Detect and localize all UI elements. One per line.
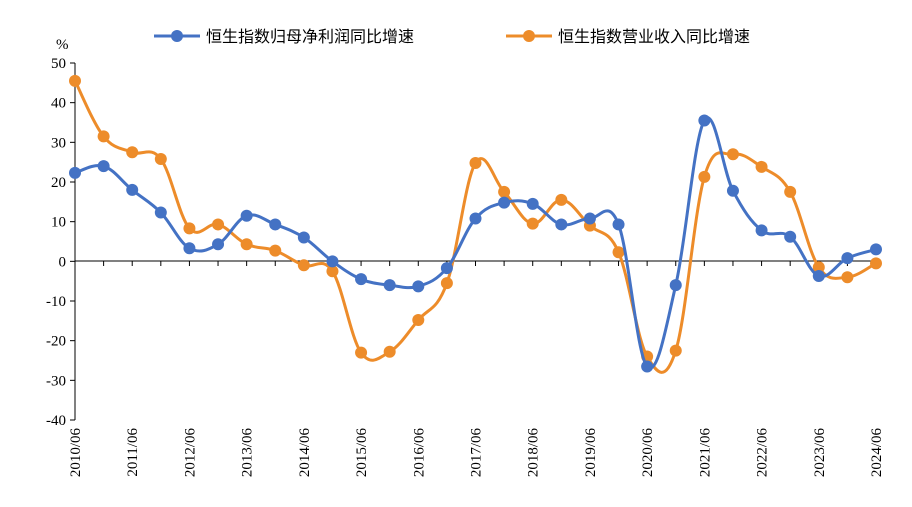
data-point: [526, 197, 539, 210]
y-axis-unit-label: %: [56, 37, 69, 53]
axes: -40 -30 -20 -10 0 10 20 30 40 50 2010/06 2011/06 201…: [46, 56, 885, 477]
data-point: [154, 152, 167, 165]
data-point: [841, 271, 854, 284]
data-point: [726, 184, 739, 197]
series-layer: [69, 74, 882, 374]
x-tick-label: 2022/06: [755, 428, 771, 478]
data-point: [297, 259, 310, 272]
x-tick-label: 2011/06: [125, 428, 141, 477]
data-point: [212, 218, 225, 231]
data-point: [641, 360, 654, 373]
data-point: [469, 212, 482, 225]
data-point: [755, 224, 768, 237]
x-tick-label: 2012/06: [182, 428, 198, 478]
y-tick-label: -10: [46, 294, 66, 310]
data-point: [212, 238, 225, 251]
data-point: [755, 160, 768, 173]
data-point: [383, 345, 396, 358]
data-point: [126, 183, 139, 196]
data-point: [498, 196, 511, 209]
series-net-profit: [69, 114, 882, 373]
data-point: [326, 255, 339, 268]
series-line: [74, 116, 877, 370]
legend-marker-revenue: [523, 30, 535, 42]
x-tick-label: 2016/06: [411, 428, 427, 478]
legend-entry-net-profit: 恒生指数归母净利润同比增速: [154, 27, 414, 46]
x-tick-label: 2019/06: [583, 428, 599, 478]
legend-label-revenue: 恒生指数营业收入同比增速: [558, 27, 750, 46]
legend-entry-revenue: 恒生指数营业收入同比增速: [506, 27, 750, 46]
data-point: [297, 231, 310, 244]
x-tick-label: 2017/06: [469, 428, 485, 478]
data-point: [698, 170, 711, 183]
data-point: [97, 160, 110, 173]
x-tick-label: 2020/06: [640, 428, 656, 478]
data-point: [612, 246, 625, 259]
data-point: [812, 270, 825, 283]
data-point: [583, 212, 596, 225]
data-point: [870, 257, 882, 270]
data-point: [784, 230, 797, 243]
data-point: [698, 114, 711, 127]
data-point: [240, 209, 253, 222]
data-point: [69, 166, 81, 179]
data-point: [97, 130, 110, 143]
data-point: [612, 218, 625, 231]
y-tick-label: 30: [51, 135, 66, 151]
legend: 恒生指数归母净利润同比增速 恒生指数营业收入同比增速: [154, 27, 750, 46]
y-tick-label: 40: [51, 96, 66, 112]
legend-marker-net-profit: [171, 30, 183, 42]
data-point: [812, 261, 825, 274]
y-tick-label: -30: [46, 373, 66, 389]
y-tick-label: 50: [51, 56, 66, 72]
data-point: [326, 265, 339, 278]
y-tick-label: -40: [46, 413, 66, 429]
x-tick-label: 2010/06: [68, 428, 84, 478]
data-point: [269, 244, 282, 257]
data-point: [412, 314, 425, 327]
x-tick-label: 2024/06: [869, 428, 885, 478]
x-tick-label: 2023/06: [812, 428, 828, 478]
data-point: [841, 252, 854, 265]
data-point: [526, 217, 539, 230]
data-point: [383, 279, 396, 292]
data-point: [355, 346, 368, 359]
data-point: [469, 156, 482, 169]
data-point: [555, 218, 568, 231]
y-tick-label: 20: [51, 175, 66, 191]
data-point: [126, 146, 139, 159]
data-point: [440, 277, 453, 290]
data-point: [784, 185, 797, 198]
data-point: [269, 218, 282, 231]
x-tick-label: 2015/06: [354, 428, 370, 478]
y-tick-label: -20: [46, 334, 66, 350]
data-point: [870, 243, 882, 256]
legend-label-net-profit: 恒生指数归母净利润同比增速: [206, 27, 414, 46]
data-point: [69, 74, 81, 87]
data-point: [669, 279, 682, 292]
y-tick-label: 0: [59, 254, 67, 270]
data-point: [183, 242, 196, 255]
data-point: [154, 206, 167, 219]
data-point: [440, 262, 453, 275]
data-point: [726, 148, 739, 161]
data-point: [669, 344, 682, 357]
x-tick-label: 2021/06: [697, 428, 713, 478]
data-point: [355, 273, 368, 286]
x-tick-label: 2014/06: [297, 428, 313, 478]
data-point: [498, 185, 511, 198]
y-tick-label: 10: [51, 215, 66, 231]
data-point: [240, 238, 253, 251]
x-tick-label: 2013/06: [240, 428, 256, 478]
x-tick-label: 2018/06: [526, 428, 542, 478]
data-point: [183, 222, 196, 235]
data-point: [412, 280, 425, 293]
data-point: [555, 193, 568, 206]
